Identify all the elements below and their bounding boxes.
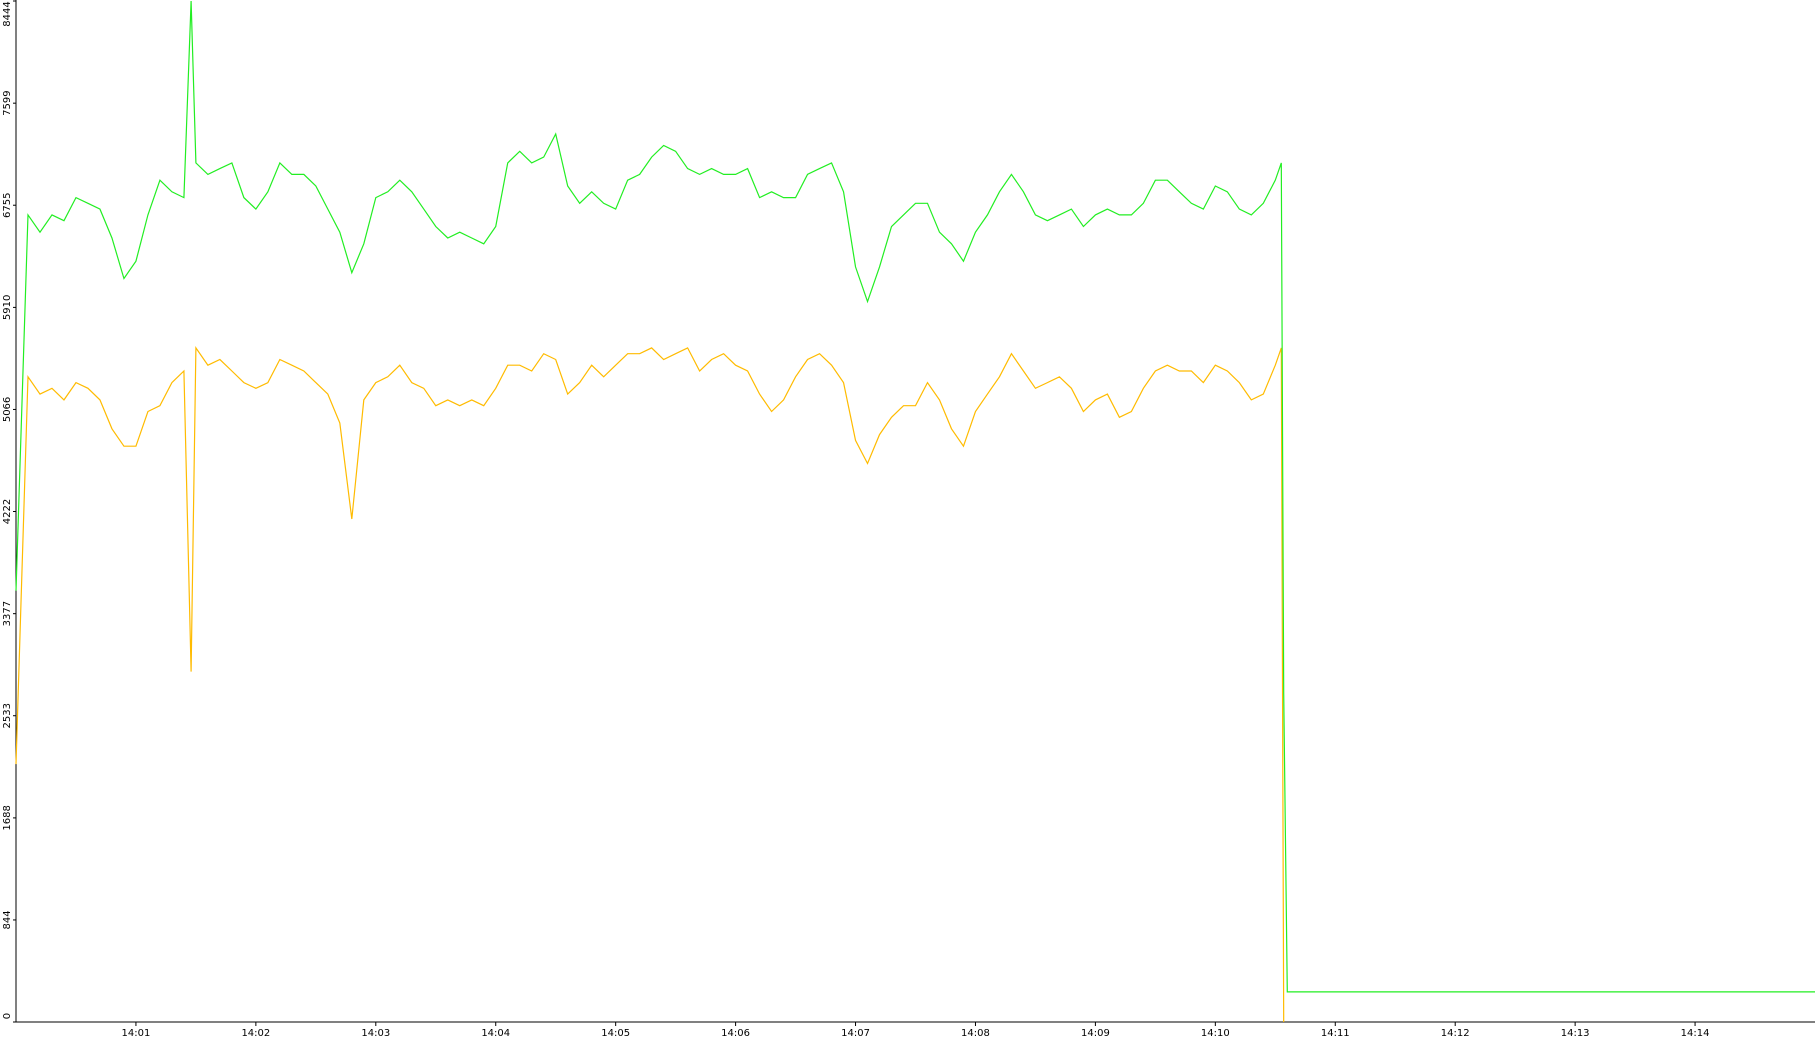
x-tick-label: 14:07 <box>841 1028 870 1039</box>
y-tick-label: 8444 <box>2 1 13 26</box>
x-tick-label: 14:09 <box>1081 1028 1110 1039</box>
y-tick-label: 7599 <box>2 90 13 115</box>
y-tick-label: 2533 <box>2 703 13 728</box>
x-tick-label: 14:12 <box>1441 1028 1470 1039</box>
y-tick-label: 844 <box>2 910 13 929</box>
series-line <box>15 0 1815 993</box>
y-tick-label: 1688 <box>2 805 13 830</box>
x-tick-label: 14:02 <box>241 1028 270 1039</box>
x-tick-label: 14:06 <box>721 1028 750 1039</box>
x-tick-label: 14:04 <box>481 1028 510 1039</box>
x-tick-label: 14:05 <box>601 1028 630 1039</box>
y-tick-label: 0 <box>2 1013 13 1019</box>
x-tick-label: 14:13 <box>1561 1028 1590 1039</box>
y-tick-label: 4222 <box>2 499 13 524</box>
y-tick-label: 3377 <box>2 601 13 626</box>
y-tick-label: 5910 <box>2 295 13 320</box>
x-tick-label: 14:10 <box>1201 1028 1230 1039</box>
x-tick-label: 14:03 <box>361 1028 390 1039</box>
y-tick-label: 6755 <box>2 192 13 217</box>
x-tick-label: 14:11 <box>1321 1028 1350 1039</box>
y-tick-label: 5066 <box>2 397 13 422</box>
series-line <box>15 346 1285 1023</box>
x-tick-label: 14:08 <box>961 1028 990 1039</box>
x-tick-label: 14:14 <box>1681 1028 1710 1039</box>
x-tick-label: 14:01 <box>122 1028 151 1039</box>
